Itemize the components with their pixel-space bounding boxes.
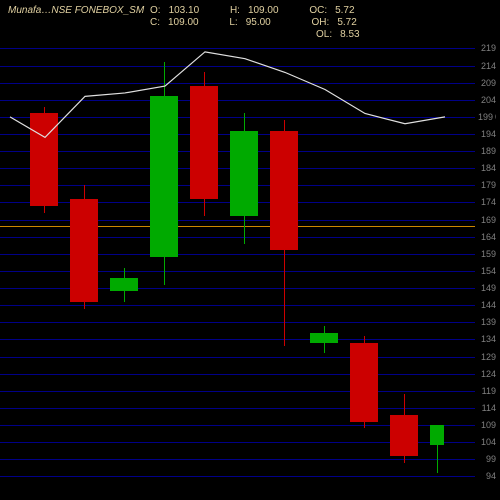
grid-line <box>0 357 475 358</box>
y-axis-label: 154 <box>481 266 496 276</box>
grid-line <box>0 66 475 67</box>
candle-body <box>190 86 218 199</box>
y-axis-label: 149 <box>481 283 496 293</box>
close-value: 109.00 <box>168 17 199 28</box>
y-axis-label: 94 <box>486 471 496 481</box>
y-axis-label: 214 <box>481 61 496 71</box>
close-label: C: <box>150 17 160 28</box>
grid-line <box>0 374 475 375</box>
y-axis-label: 209 <box>481 78 496 88</box>
y-axis-label: 99 <box>486 454 496 464</box>
oc-label: OC: <box>309 5 327 16</box>
y-axis-label: 184 <box>481 163 496 173</box>
grid-line <box>0 322 475 323</box>
ohlc-row-2: C: 109.00 L: 95.00 OH: 5.72 <box>150 17 365 28</box>
candlestick-chart: Munafa…NSE FONEBOX_SM O: 103.10 H: 109.00 … <box>0 0 500 500</box>
low-label: L: <box>229 17 237 28</box>
ol-value: 8.53 <box>340 29 359 40</box>
ohlc-row-3: OL: 8.53 <box>316 29 368 40</box>
grid-line <box>0 305 475 306</box>
open-value: 103.10 <box>169 5 200 16</box>
oh-label: OH: <box>312 17 330 28</box>
y-axis-label: 194 <box>481 129 496 139</box>
y-axis-label: 144 <box>481 300 496 310</box>
candle-body <box>270 131 298 251</box>
y-axis-label: 139 <box>481 317 496 327</box>
y-axis-label: 109 <box>481 420 496 430</box>
candle-body <box>150 96 178 257</box>
oh-value: 5.72 <box>337 17 356 28</box>
y-axis-label: 204 <box>481 95 496 105</box>
grid-line <box>0 476 475 477</box>
candle-body <box>110 278 138 292</box>
current-line-price: 199 <box>476 112 495 122</box>
y-axis-label: 159 <box>481 249 496 259</box>
ol-label: OL: <box>316 29 332 40</box>
y-axis-label: 174 <box>481 197 496 207</box>
grid-line <box>0 100 475 101</box>
y-axis-label: 189 <box>481 146 496 156</box>
grid-line <box>0 48 475 49</box>
y-axis-label: 114 <box>482 403 496 413</box>
candle-body <box>390 415 418 456</box>
candle-body <box>30 113 58 205</box>
high-label: H: <box>230 5 240 16</box>
y-axis-label: 179 <box>481 180 496 190</box>
grid-line <box>0 117 475 118</box>
candle-body <box>70 199 98 302</box>
oc-value: 5.72 <box>335 5 354 16</box>
grid-line <box>0 83 475 84</box>
y-axis-label: 104 <box>481 437 496 447</box>
ohlc-row-1: O: 103.10 H: 109.00 OC: 5.72 <box>150 5 363 16</box>
y-axis-label: 129 <box>481 352 496 362</box>
candle-body <box>430 425 444 446</box>
low-value: 95.00 <box>246 17 271 28</box>
ticker-symbol: Munafa…NSE FONEBOX_SM <box>8 5 144 16</box>
candle-body <box>230 131 258 217</box>
y-axis-label: 219 <box>481 43 496 53</box>
high-value: 109.00 <box>248 5 279 16</box>
y-axis-label: 169 <box>481 215 496 225</box>
open-label: O: <box>150 5 161 16</box>
candle-body <box>310 333 338 343</box>
y-axis-label: 119 <box>482 386 496 396</box>
y-axis-label: 164 <box>481 232 496 242</box>
y-axis-label: 124 <box>481 369 496 379</box>
candle-body <box>350 343 378 422</box>
y-axis-label: 134 <box>481 334 496 344</box>
grid-line <box>0 339 475 340</box>
grid-line <box>0 391 475 392</box>
